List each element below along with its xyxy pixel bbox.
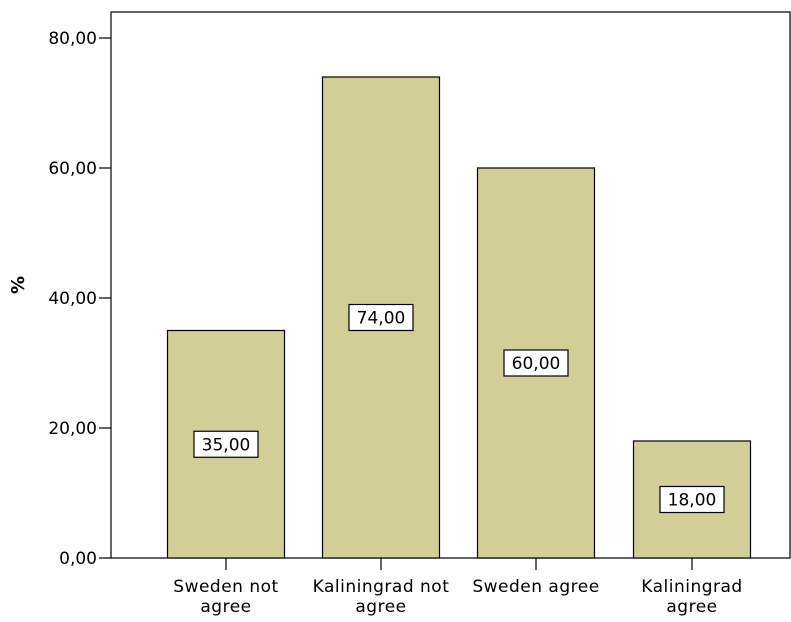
data-label: 35,00: [202, 435, 251, 455]
data-label: 60,00: [512, 354, 561, 374]
data-label-box: [193, 430, 259, 458]
x-tick-label: agree: [355, 597, 406, 617]
y-tick-label: 60,00: [48, 159, 97, 179]
x-tick-label: Kaliningrad not: [313, 577, 450, 597]
x-tick-label: Sweden not: [173, 577, 278, 597]
data-label-box: [659, 485, 725, 514]
data-label: 74,00: [357, 309, 406, 329]
y-axis-label: %: [8, 276, 29, 294]
y-tick-label: 40,00: [48, 289, 97, 309]
y-tick-label: 20,00: [48, 419, 97, 439]
y-tick-label: 0,00: [59, 549, 97, 569]
x-tick-label: agree: [666, 597, 717, 617]
data-label-box: [348, 303, 414, 332]
x-tick-label: agree: [200, 597, 251, 617]
y-tick-label: 80,00: [48, 29, 97, 49]
data-label: 18,00: [668, 491, 717, 511]
x-tick-label: Kaliningrad: [641, 577, 742, 597]
data-label-box: [503, 349, 569, 377]
plot-frame: [110, 11, 791, 559]
x-tick-label: Sweden agree: [472, 577, 599, 597]
